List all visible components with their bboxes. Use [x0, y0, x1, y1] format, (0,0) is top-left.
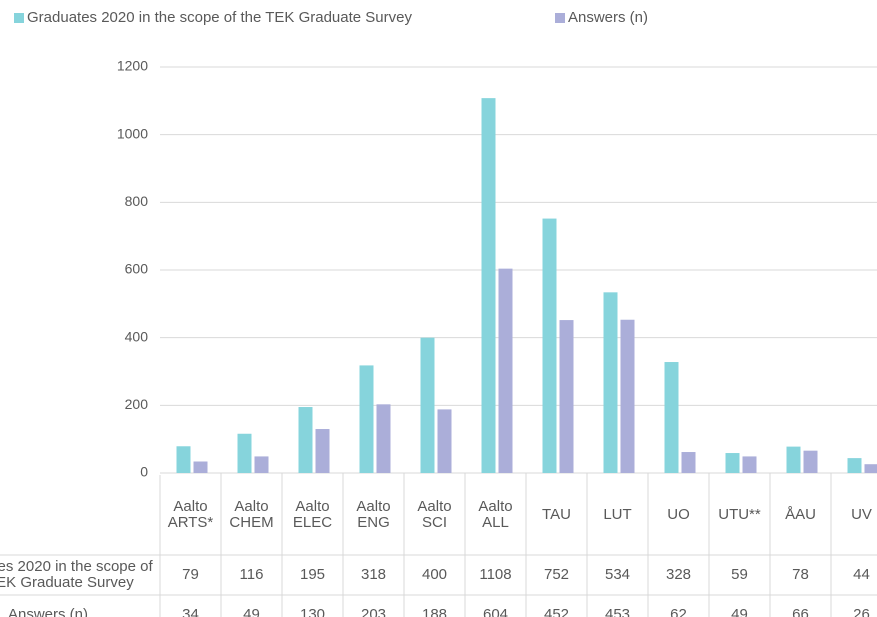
y-tick-label: 1000	[117, 125, 148, 141]
x-tick-label: Aalto ENG	[356, 498, 391, 531]
bar	[437, 409, 452, 473]
bar	[193, 461, 208, 473]
bar	[315, 429, 330, 473]
bar	[847, 458, 862, 473]
table-value: 328	[665, 566, 692, 583]
bar	[681, 452, 696, 473]
table-value: 34	[182, 606, 199, 617]
bar	[481, 98, 496, 474]
table-value: 752	[543, 566, 570, 583]
table-value: 26	[853, 606, 870, 617]
x-tick-label: Aalto CHEM	[229, 498, 274, 531]
x-tick-label: UO	[667, 506, 690, 523]
table-value: 604	[482, 606, 509, 617]
row-label: Graduates 2020 in the scope of the TEK G…	[0, 558, 153, 591]
bar	[237, 433, 252, 473]
legend-label: Answers (n)	[568, 9, 649, 26]
table-value: 130	[299, 606, 326, 617]
table-value: 49	[243, 606, 260, 617]
x-tick-label: Aalto ARTS*	[167, 498, 214, 531]
legend-item: Answers (n)	[555, 9, 648, 26]
bar	[542, 218, 557, 473]
table-value: 66	[792, 606, 809, 617]
x-tick-label: LUT	[603, 506, 632, 523]
bar	[559, 320, 574, 473]
y-tick-label: 1200	[117, 58, 148, 74]
table-value: 44	[853, 566, 870, 583]
x-tick-label: TAU	[542, 506, 571, 523]
table-value: 534	[604, 566, 631, 583]
x-tick-label: Aalto ALL	[478, 498, 513, 531]
table-value: 318	[360, 566, 387, 583]
bar	[742, 456, 757, 473]
x-tick-label: Aalto ELEC	[292, 498, 333, 531]
legend-item: Graduates 2020 in the scope of the TEK G…	[14, 9, 412, 26]
bar	[803, 450, 818, 473]
bar	[725, 453, 740, 473]
y-tick-label: 0	[140, 464, 148, 480]
x-tick-label: ÅAU	[785, 506, 816, 523]
table-value: 78	[792, 566, 809, 583]
table-value: 452	[543, 606, 570, 617]
table-value: 116	[239, 566, 264, 583]
row-label: Answers (n)	[7, 606, 89, 617]
x-tick-label: UTU**	[718, 506, 761, 523]
y-tick-label: 800	[125, 193, 149, 209]
bar	[864, 464, 877, 473]
table-value: 188	[421, 606, 448, 617]
bar	[603, 292, 618, 473]
bar	[664, 362, 679, 473]
x-tick-label: UV	[851, 506, 872, 523]
bar	[298, 407, 313, 473]
table-value: 453	[604, 606, 631, 617]
legend-swatch	[555, 12, 565, 23]
legend-swatch	[14, 12, 24, 23]
bar	[376, 404, 391, 473]
y-tick-label: 600	[125, 261, 149, 277]
table-value: 62	[670, 606, 687, 617]
x-tick-label: Aalto SCI	[417, 498, 452, 531]
table-value: 1108	[479, 566, 512, 583]
bar	[176, 446, 191, 473]
y-tick-label: 200	[125, 396, 149, 412]
bar	[620, 319, 635, 473]
table-value: 59	[731, 566, 748, 583]
bar	[359, 365, 374, 473]
bar	[420, 337, 435, 473]
table-value: 400	[421, 566, 448, 583]
table-value: 195	[299, 566, 326, 583]
table-value: 79	[182, 566, 199, 583]
y-tick-label: 400	[125, 328, 149, 344]
bar	[786, 446, 801, 473]
legend-label: Graduates 2020 in the scope of the TEK G…	[27, 9, 412, 26]
bar	[498, 268, 513, 473]
table-value: 203	[360, 606, 387, 617]
bar	[254, 456, 269, 473]
table-value: 49	[731, 606, 748, 617]
